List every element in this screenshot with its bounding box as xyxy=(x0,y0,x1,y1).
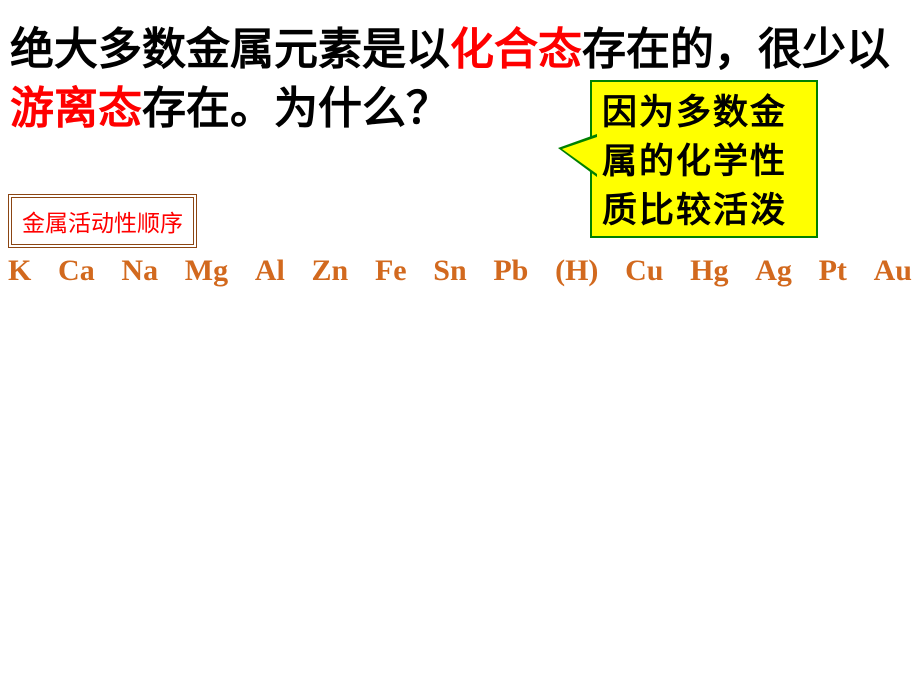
element-pb: Pb xyxy=(493,254,528,288)
activity-series-elements: K Ca Na Mg Al Zn Fe Sn Pb (H) Cu Hg Ag P… xyxy=(8,254,912,288)
highlight-1: 化合态 xyxy=(450,25,582,74)
text-segment-3: 存在。为什么？ xyxy=(142,84,450,133)
element-au: Au xyxy=(874,254,912,288)
activity-series-label-box: 金属活动性顺序 xyxy=(8,194,197,248)
element-mg: Mg xyxy=(185,254,228,288)
element-fe: Fe xyxy=(375,254,407,288)
element-cu: Cu xyxy=(625,254,663,288)
element-ag: Ag xyxy=(755,254,792,288)
element-na: Na xyxy=(121,254,158,288)
element-h: (H) xyxy=(555,254,598,288)
activity-series-label: 金属活动性顺序 xyxy=(22,211,183,236)
element-pt: Pt xyxy=(819,254,847,288)
callout-tail xyxy=(562,137,597,174)
highlight-2: 游离态 xyxy=(10,84,142,133)
element-ca: Ca xyxy=(58,254,95,288)
element-zn: Zn xyxy=(312,254,349,288)
element-k: K xyxy=(8,254,31,288)
element-al: Al xyxy=(255,254,285,288)
callout-answer-text: 因为多数金属的化学性质比较活泼 xyxy=(602,88,806,235)
text-segment-1: 绝大多数金属元素是以 xyxy=(10,25,450,74)
callout-answer-box: 因为多数金属的化学性质比较活泼 xyxy=(590,80,818,238)
text-segment-2: 存在的，很少以 xyxy=(582,25,890,74)
element-sn: Sn xyxy=(433,254,466,288)
element-hg: Hg xyxy=(690,254,728,288)
